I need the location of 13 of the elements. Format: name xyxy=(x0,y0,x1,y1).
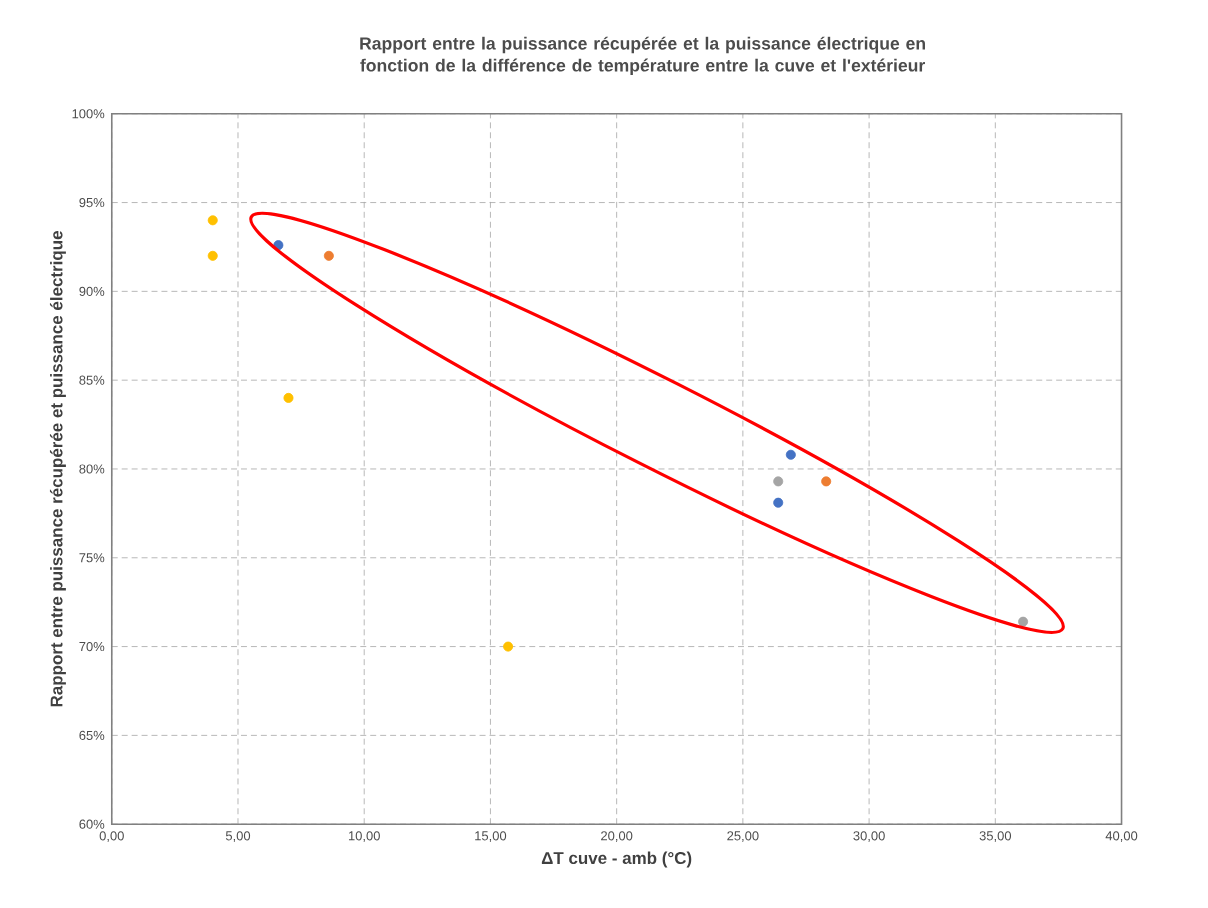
point xyxy=(785,449,796,460)
point xyxy=(773,497,784,508)
point xyxy=(821,476,832,487)
point xyxy=(1018,616,1029,627)
point xyxy=(503,641,514,652)
point xyxy=(283,392,294,403)
y-axis-title: Rapport entre puissance récupérée et puissance électrique xyxy=(49,231,66,707)
point xyxy=(207,250,218,261)
point xyxy=(207,215,218,226)
point xyxy=(773,476,784,487)
chart-title: Rapport entre la puissance récupérée et la puissance électrique en fonction de la différence de température entre la cuve et l'extérieur xyxy=(360,36,925,76)
x-axis-title: ΔT cuve - amb (°C) xyxy=(541,851,692,868)
point xyxy=(323,250,334,261)
